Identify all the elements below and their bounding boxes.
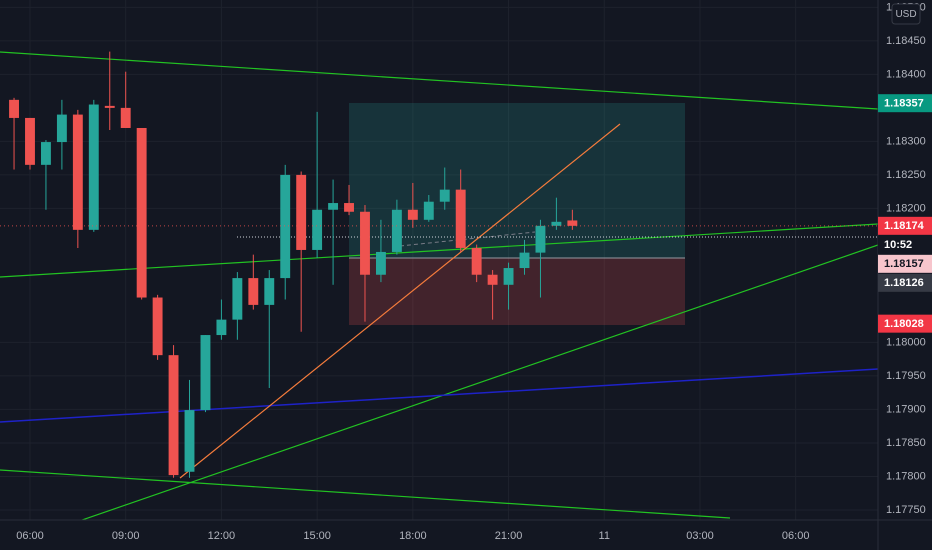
candle-body bbox=[296, 174, 307, 250]
price-tag bbox=[878, 254, 932, 273]
position-path bbox=[399, 231, 536, 247]
x-tick-label: 06:00 bbox=[16, 530, 44, 542]
price-tag-label: 1.18357 bbox=[884, 98, 924, 110]
candle-body bbox=[280, 174, 291, 279]
price-tag bbox=[878, 216, 932, 235]
x-tick-label: 11 bbox=[599, 530, 610, 542]
candle-body bbox=[120, 107, 131, 128]
y-tick-label: 1.18300 bbox=[886, 135, 926, 147]
candle-body bbox=[535, 225, 546, 253]
price-tags: 1.18357 1.18174 10:52 1.18157 1.18126 1.18028 bbox=[878, 94, 932, 333]
candle-body bbox=[471, 247, 482, 275]
x-tick-label: 21:00 bbox=[495, 530, 523, 542]
price-tag-label: 1.18028 bbox=[884, 318, 924, 330]
candle-body bbox=[551, 221, 562, 226]
trend-line bbox=[179, 123, 621, 479]
stop-zone bbox=[349, 258, 685, 325]
candle-body bbox=[200, 335, 211, 411]
candle-body bbox=[72, 114, 83, 230]
y-tick-label: 1.18250 bbox=[886, 169, 926, 181]
price-tag bbox=[878, 235, 932, 254]
price-tag bbox=[878, 273, 932, 292]
currency-box bbox=[891, 3, 921, 25]
candle-body bbox=[328, 203, 339, 210]
price-tag-label: 1.18174 bbox=[884, 220, 925, 232]
candle-body bbox=[312, 209, 323, 250]
y-tick-label: 1.17800 bbox=[886, 470, 926, 482]
y-tick-label: 1.17850 bbox=[886, 437, 926, 449]
candle-body bbox=[360, 211, 370, 275]
trend-line bbox=[0, 469, 731, 519]
candle-body bbox=[519, 252, 530, 269]
candle-body bbox=[567, 220, 578, 226]
candle-body bbox=[168, 355, 179, 476]
y-tick-label: 1.17950 bbox=[886, 370, 926, 382]
candle-body bbox=[503, 268, 514, 285]
drawings bbox=[0, 51, 878, 520]
x-tick-label: 03:00 bbox=[686, 530, 714, 542]
candle-body bbox=[391, 209, 402, 252]
candle-body bbox=[40, 142, 51, 165]
candle-body bbox=[9, 99, 19, 118]
candle-body bbox=[232, 278, 243, 320]
candle-body bbox=[439, 189, 450, 202]
candle-body bbox=[104, 105, 115, 108]
price-tag-label: 10:52 bbox=[884, 239, 912, 251]
candle-body bbox=[152, 297, 163, 356]
candle-body bbox=[407, 209, 418, 220]
trend-line bbox=[80, 244, 878, 520]
candles bbox=[0, 51, 878, 478]
candle-body bbox=[344, 203, 354, 212]
candle-body bbox=[248, 278, 259, 305]
x-tick-label: 18:00 bbox=[399, 530, 427, 542]
trend-line bbox=[0, 51, 878, 110]
candle-body bbox=[184, 410, 195, 472]
candle-body bbox=[216, 319, 227, 336]
candle-body bbox=[25, 117, 35, 165]
price-tag bbox=[878, 314, 932, 333]
candle-body bbox=[375, 251, 386, 275]
target-zone bbox=[349, 103, 685, 258]
horizontal-ray bbox=[0, 368, 878, 423]
x-tick-label: 12:00 bbox=[208, 530, 236, 542]
candle-body bbox=[56, 114, 67, 143]
currency: USD bbox=[895, 9, 916, 20]
y-tick-label: 1.18200 bbox=[886, 202, 926, 214]
candle-body bbox=[455, 189, 466, 248]
candle-body bbox=[88, 104, 99, 230]
x-tick-label: 06:00 bbox=[782, 530, 810, 542]
y-tick-label: 1.18000 bbox=[886, 336, 926, 348]
y-tick-label: 1.17750 bbox=[886, 504, 926, 516]
candle-body bbox=[423, 201, 434, 220]
candle-body bbox=[487, 274, 498, 285]
price-tag-label: 1.18157 bbox=[884, 258, 924, 270]
candle-body bbox=[264, 278, 275, 305]
grid bbox=[0, 0, 878, 520]
x-tick-label: 09:00 bbox=[112, 530, 140, 542]
price-tag-label: 1.18126 bbox=[884, 277, 924, 289]
y-tick-label: 1.18450 bbox=[886, 35, 926, 47]
x-tick-label: 15:00 bbox=[303, 530, 331, 542]
candle-body bbox=[136, 127, 147, 298]
y-tick-label: 1.17900 bbox=[886, 403, 926, 415]
price-tag bbox=[878, 94, 932, 113]
y-tick-label: 1.18400 bbox=[886, 68, 926, 80]
